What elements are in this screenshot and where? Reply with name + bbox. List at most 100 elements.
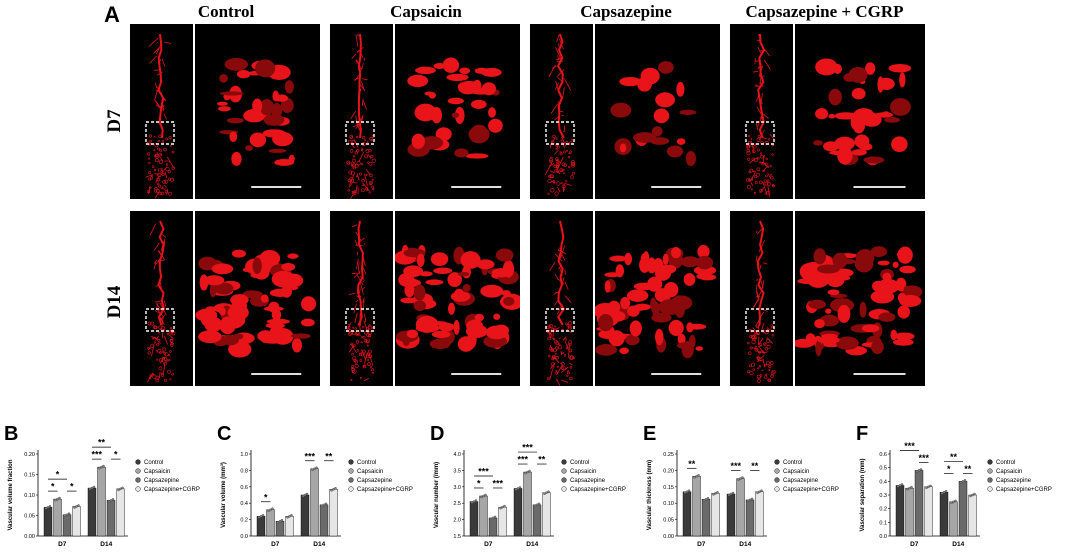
data-point <box>908 486 911 490</box>
data-point <box>98 466 101 470</box>
bar-capsazepine-cgrp-d7 <box>711 493 720 537</box>
data-point <box>543 492 546 495</box>
data-point <box>503 504 506 508</box>
significance-marker: * <box>477 478 481 488</box>
data-point <box>276 520 280 524</box>
significance-marker: *** <box>478 466 489 476</box>
y-tick-label: 4.0 <box>453 452 461 458</box>
data-point <box>727 493 731 497</box>
data-point <box>119 487 122 491</box>
y-tick-label: 0.15 <box>24 473 35 479</box>
bar-control-d14 <box>726 493 736 537</box>
data-point <box>927 485 930 489</box>
overview-image-capsaicin-d7 <box>330 24 393 199</box>
significance-marker: ** <box>325 451 333 461</box>
y-tick-label: 0.15 <box>663 485 674 491</box>
chart-e: E 0.00 0.05 0.10 0.15 0.20 0.25 Vascular thickn… <box>643 423 839 548</box>
y-tick-label: 0.10 <box>24 493 35 499</box>
data-point <box>102 464 105 468</box>
legend-label: Capsazepine+CGRP <box>996 487 1052 493</box>
y-axis-title: Vascular volume fraction <box>8 459 14 530</box>
data-point <box>65 513 69 516</box>
bar-control-d7 <box>469 501 479 537</box>
significance-marker: *** <box>522 443 533 453</box>
data-point <box>111 498 115 501</box>
y-tick-label: 2.0 <box>453 518 461 524</box>
bar-capsazepine-cgrp-d14 <box>116 488 125 537</box>
y-tick-label: 0.20 <box>24 452 35 458</box>
data-point <box>915 470 919 473</box>
data-point <box>746 499 750 503</box>
legend-label: Capsaicin <box>996 469 1022 475</box>
legend-label: Control <box>570 460 589 466</box>
data-point <box>332 488 335 491</box>
data-point <box>100 465 103 469</box>
significance-marker: * <box>70 482 74 492</box>
bar-capsazepine-d7 <box>701 499 711 537</box>
data-point <box>117 488 120 492</box>
bar-control-d7 <box>895 485 905 537</box>
data-point <box>73 506 76 509</box>
bar-capsazepine-d7 <box>488 517 498 537</box>
legend-label: Capsazepine+CGRP <box>357 487 413 493</box>
data-point <box>472 500 476 503</box>
x-category-label: D7 <box>697 541 706 548</box>
x-category-label: D14 <box>100 541 112 548</box>
y-tick-label: 0.8 <box>240 468 248 474</box>
data-point <box>959 481 963 484</box>
legend-label: Capsaicin <box>783 469 809 475</box>
y-tick-label: 3.5 <box>453 468 461 474</box>
significance-marker: ** <box>751 461 759 471</box>
data-point <box>712 493 715 496</box>
panel-letter: D <box>430 423 444 445</box>
data-point <box>900 483 904 486</box>
bar-control-d14 <box>300 494 310 537</box>
legend-swatch <box>774 468 780 474</box>
data-point <box>547 490 550 493</box>
y-tick-label: 1.5 <box>453 534 461 540</box>
data-point <box>702 498 706 502</box>
legend-label: Capsazepine+CGRP <box>144 487 200 493</box>
panel-letter: E <box>643 423 656 445</box>
data-point <box>315 466 318 470</box>
significance-marker: ** <box>950 452 958 462</box>
bar-capsaicin-d14 <box>523 471 532 537</box>
data-point <box>77 504 80 507</box>
data-point <box>729 492 733 496</box>
data-point <box>697 474 700 477</box>
y-tick-label: 0.1 <box>879 520 887 526</box>
y-tick-label: 0.4 <box>240 501 248 507</box>
overview-image-capsazepine-d14 <box>530 211 593 386</box>
data-point <box>685 490 689 493</box>
overview-image-capsazepine-cgrp-d14 <box>730 211 793 386</box>
data-point <box>925 486 928 490</box>
legend-swatch <box>348 468 354 474</box>
data-point <box>288 515 291 518</box>
data-point <box>716 491 719 494</box>
x-category-label: D14 <box>952 541 964 548</box>
data-point <box>257 516 261 519</box>
row-label-d7: D7 <box>104 109 125 133</box>
bar-capsazepine-cgrp-d7 <box>285 516 294 537</box>
data-point <box>493 515 497 519</box>
significance-marker: *** <box>492 478 503 488</box>
data-point <box>942 491 946 494</box>
legend-label: Capsazepine <box>144 478 180 484</box>
panel-letter: B <box>4 423 18 445</box>
data-point <box>334 487 337 490</box>
data-point <box>940 492 944 495</box>
data-point <box>482 494 485 498</box>
data-point <box>528 469 531 473</box>
data-point <box>44 507 48 510</box>
bar-capsaicin-d7 <box>53 498 62 537</box>
bar-capsazepine-cgrp-d14 <box>968 494 977 537</box>
data-point <box>516 487 520 490</box>
data-point <box>756 491 759 494</box>
legend-swatch <box>135 459 141 465</box>
chart-d: D 1.5 2.0 2.5 3.0 3.5 4.0 Vascular number (/mm)… <box>430 423 626 548</box>
data-point <box>301 494 305 498</box>
significance-marker: *** <box>918 453 929 463</box>
data-point <box>748 498 752 502</box>
data-point <box>121 486 124 490</box>
data-point <box>973 492 976 496</box>
